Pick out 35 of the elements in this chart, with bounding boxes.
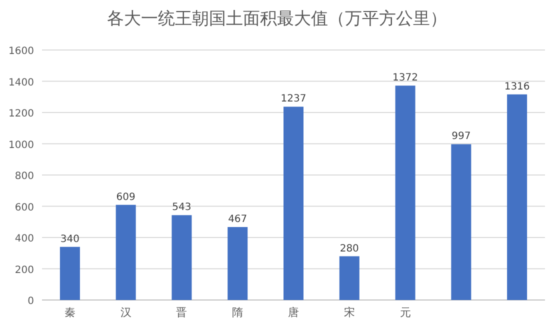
data-label: 280 xyxy=(340,243,359,254)
chart-title: 各大一统王朝国土面积最大值（万平方公里） xyxy=(107,9,447,29)
bar xyxy=(395,86,416,300)
data-label: 1237 xyxy=(280,94,306,105)
y-tick-label: 600 xyxy=(14,202,34,214)
bar xyxy=(284,106,304,300)
data-label: 609 xyxy=(116,192,136,203)
bar xyxy=(116,204,136,300)
x-tick-label: 晋 xyxy=(176,306,188,319)
y-tick-label: 0 xyxy=(28,296,34,307)
x-tick-label: 宋 xyxy=(344,306,355,319)
bar xyxy=(172,215,192,300)
y-tick-label: 1600 xyxy=(8,46,34,57)
x-tick-label: 隋 xyxy=(232,306,244,319)
y-tick-label: 1400 xyxy=(8,77,34,88)
data-label: 467 xyxy=(228,214,248,226)
y-tick-label: 200 xyxy=(14,264,34,276)
data-label: 1372 xyxy=(392,72,418,84)
y-tick-label: 1000 xyxy=(8,140,34,151)
y-tick-label: 1200 xyxy=(8,108,34,120)
bar xyxy=(228,227,248,300)
bar xyxy=(507,94,528,300)
data-label: 543 xyxy=(172,202,192,214)
data-label: 997 xyxy=(452,131,471,142)
x-tick-label: 元 xyxy=(400,306,411,319)
bar xyxy=(339,256,360,300)
x-tick-label: 唐 xyxy=(288,306,299,319)
data-label: 1316 xyxy=(504,81,530,92)
y-tick-label: 800 xyxy=(14,171,34,182)
x-tick-label: 汉 xyxy=(120,306,132,319)
bar xyxy=(451,144,472,300)
y-tick-label: 400 xyxy=(14,234,34,244)
x-tick-label: 秦 xyxy=(64,306,76,319)
bar xyxy=(60,246,80,300)
data-label: 340 xyxy=(60,234,80,245)
